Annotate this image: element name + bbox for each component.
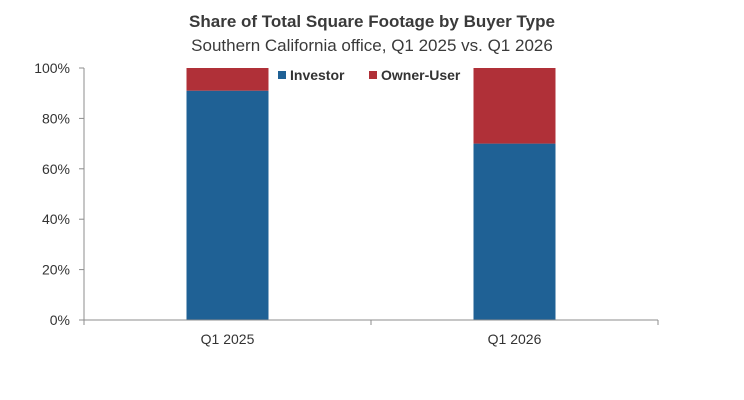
x-tick-label: Q1 2026 (488, 331, 542, 347)
y-tick-label: 0% (50, 312, 70, 328)
chart-title: Share of Total Square Footage by Buyer T… (189, 12, 555, 31)
bar-investor-q1-2026 (473, 143, 556, 320)
bar-owner-user-q1-2026 (473, 68, 556, 144)
legend: Investor Owner-User (278, 67, 461, 83)
y-tick-label: 100% (34, 60, 70, 76)
bar-owner-user-q1-2025 (186, 68, 269, 91)
y-tick-label: 60% (42, 161, 70, 177)
y-tick-label: 20% (42, 262, 70, 278)
bar-investor-q1-2025 (186, 90, 269, 321)
y-tick-label: 80% (42, 110, 70, 126)
legend-label-owner-user: Owner-User (381, 67, 461, 83)
legend-label-investor: Investor (290, 67, 345, 83)
chart-subtitle: Southern California office, Q1 2025 vs. … (191, 36, 553, 55)
x-tick-label: Q1 2025 (201, 331, 255, 347)
legend-swatch-owner-user (369, 71, 377, 79)
plot-area: 0% 20% 40% 60% 80% 100% Q1 2025 Q1 2026 (34, 60, 659, 347)
y-tick-label: 40% (42, 211, 70, 227)
legend-swatch-investor (278, 71, 286, 79)
